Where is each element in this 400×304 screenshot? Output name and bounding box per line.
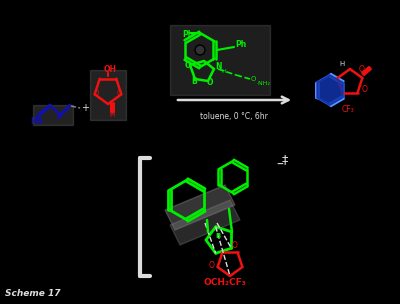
Text: Ph: Ph xyxy=(182,30,193,39)
Text: Scheme 17: Scheme 17 xyxy=(5,289,60,298)
Polygon shape xyxy=(33,105,73,125)
Text: ·NH₂: ·NH₂ xyxy=(256,81,270,86)
Text: HN: HN xyxy=(30,116,43,126)
Text: O: O xyxy=(185,60,192,70)
Text: H: H xyxy=(109,112,115,118)
Text: Ph: Ph xyxy=(235,40,246,49)
Text: toluene, 0 °C, 6hr: toluene, 0 °C, 6hr xyxy=(200,112,268,121)
Text: O: O xyxy=(117,90,122,96)
Text: H: H xyxy=(339,61,345,67)
Polygon shape xyxy=(90,70,126,120)
Text: N: N xyxy=(215,62,221,71)
Text: OH: OH xyxy=(104,65,116,74)
Text: B: B xyxy=(215,233,221,239)
Text: B: B xyxy=(191,77,197,86)
Circle shape xyxy=(196,47,204,54)
Text: OCH₂CF₃: OCH₂CF₃ xyxy=(204,278,246,287)
Text: O: O xyxy=(359,65,365,74)
Polygon shape xyxy=(170,200,240,245)
Text: CF₃: CF₃ xyxy=(342,105,354,114)
Text: +: + xyxy=(81,103,89,113)
Polygon shape xyxy=(170,25,270,95)
Polygon shape xyxy=(317,75,343,105)
Text: O: O xyxy=(209,261,215,270)
Text: O: O xyxy=(362,85,368,94)
Text: O: O xyxy=(251,76,256,82)
Text: O: O xyxy=(232,241,238,250)
Text: O: O xyxy=(207,78,213,87)
Text: –: – xyxy=(276,158,284,172)
Text: O: O xyxy=(94,90,99,96)
Text: ‡: ‡ xyxy=(282,154,288,167)
Circle shape xyxy=(195,45,205,55)
Polygon shape xyxy=(165,185,235,230)
Text: H: H xyxy=(222,69,226,74)
